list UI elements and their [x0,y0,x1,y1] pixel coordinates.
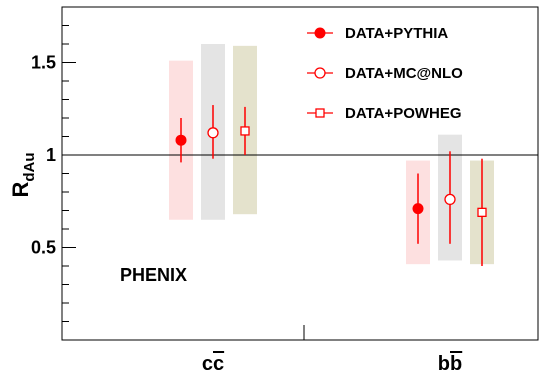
stat-error-bars [180,105,483,266]
legend: DATA+PYTHIA DATA+MC@NLO DATA+POWHEG [307,25,463,122]
data-point-filled-circle [412,203,424,215]
legend-marker-filled-circle [314,27,326,39]
data-point-filled-circle [175,134,187,146]
x-axis: cc bb [202,325,462,375]
data-markers [175,126,487,218]
y-tick-label: 0.5 [31,238,56,258]
legend-label: DATA+PYTHIA [345,25,448,42]
category-base: c [202,353,213,375]
data-point-open-circle [207,127,219,139]
category-overbar: c [213,353,224,375]
category-label: cc [202,353,224,375]
y-axis-label-subscript: dAu [21,152,38,181]
plot-frame [61,6,539,341]
experiment-label: PHENIX [120,265,187,285]
legend-marker-open-square [315,108,325,118]
legend-label: DATA+POWHEG [345,105,462,122]
category-base: b [438,353,450,375]
data-point-open-square [477,207,487,218]
data-point-open-circle [444,193,456,206]
y-tick-label: 1 [46,145,56,165]
legend-label: DATA+MC@NLO [345,65,463,82]
y-axis: 0.5 1 1.5 [31,6,76,322]
category-label: bb [438,353,462,375]
legend-marker-open-circle [314,67,326,79]
y-tick-label: 1.5 [31,53,56,73]
y-axis-label-main: R [8,182,33,198]
data-point-open-square [240,126,250,136]
y-axis-label: RdAu [8,152,38,197]
category-overbar: b [450,353,462,375]
